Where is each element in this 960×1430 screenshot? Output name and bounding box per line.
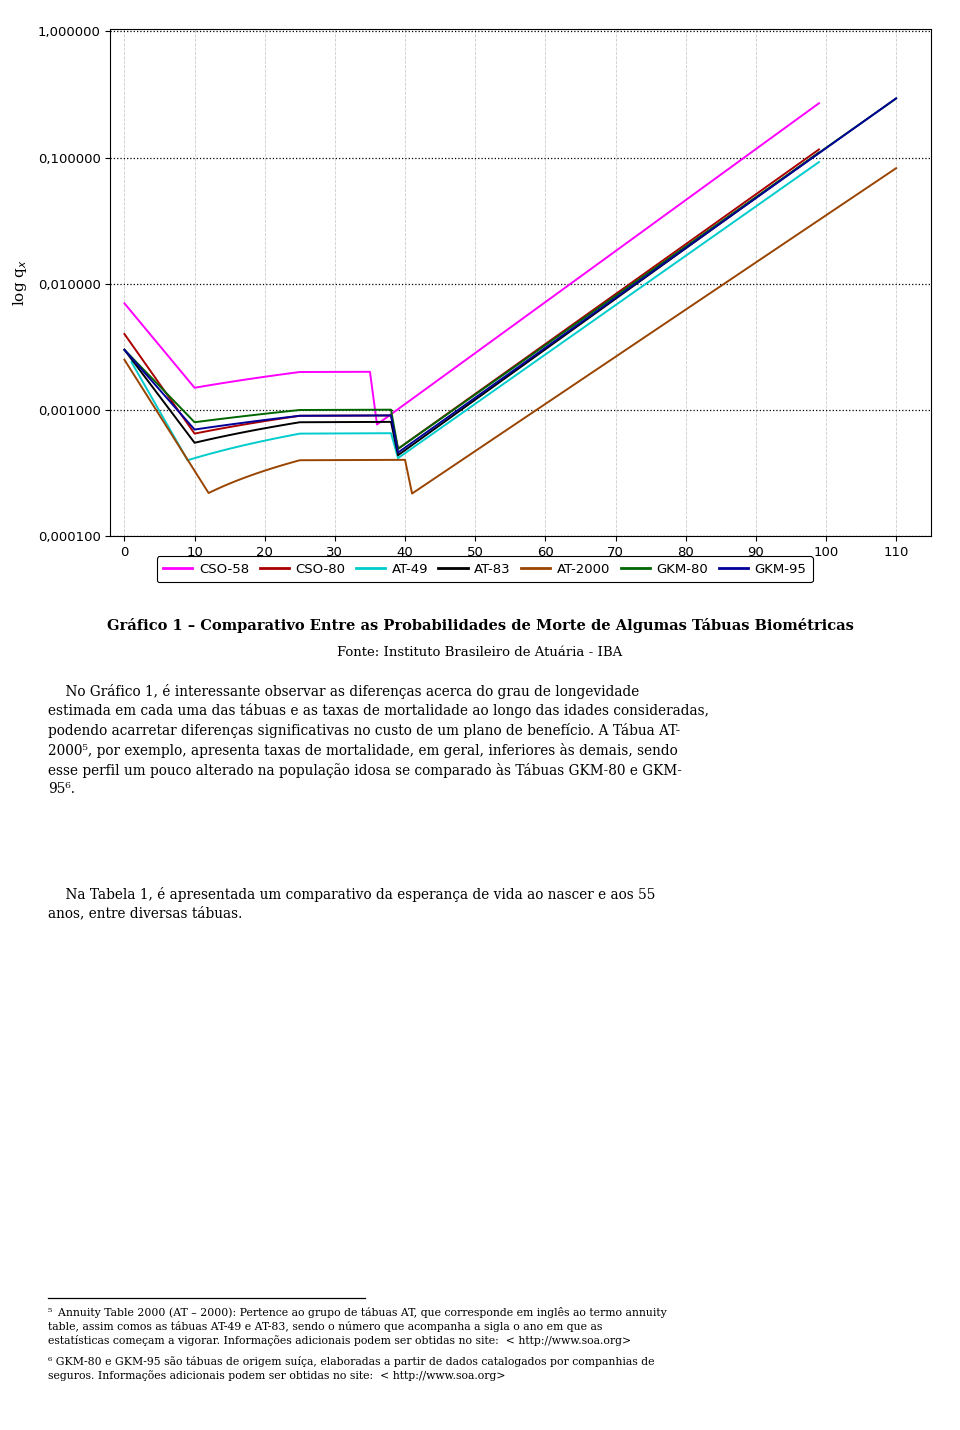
Text: ⁶ GKM-80 e GKM-95 são tábuas de origem suíça, elaboradas a partir de dados catal: ⁶ GKM-80 e GKM-95 são tábuas de origem s… [48,1356,655,1380]
Text: Gráfico 1 – Comparativo Entre as Probabilidades de Morte de Algumas Tábuas Biomé: Gráfico 1 – Comparativo Entre as Probabi… [107,618,853,632]
X-axis label: Idade: Idade [497,568,544,582]
Y-axis label: log q$_x$: log q$_x$ [12,259,30,306]
Legend: CSO-58, CSO-80, AT-49, AT-83, AT-2000, GKM-80, GKM-95: CSO-58, CSO-80, AT-49, AT-83, AT-2000, G… [156,556,813,582]
Text: No Gráfico 1, é interessante observar as diferenças acerca do grau de longevidad: No Gráfico 1, é interessante observar as… [48,684,709,797]
Text: ⁵  Annuity Table 2000 (AT – 2000): Pertence ao grupo de tábuas AT, que correspon: ⁵ Annuity Table 2000 (AT – 2000): Perten… [48,1307,667,1346]
Text: Fonte: Instituto Brasileiro de Atuária - IBA: Fonte: Instituto Brasileiro de Atuária -… [337,646,623,659]
Text: Na Tabela 1, é apresentada um comparativo da esperança de vida ao nascer e aos 5: Na Tabela 1, é apresentada um comparativ… [48,887,656,919]
